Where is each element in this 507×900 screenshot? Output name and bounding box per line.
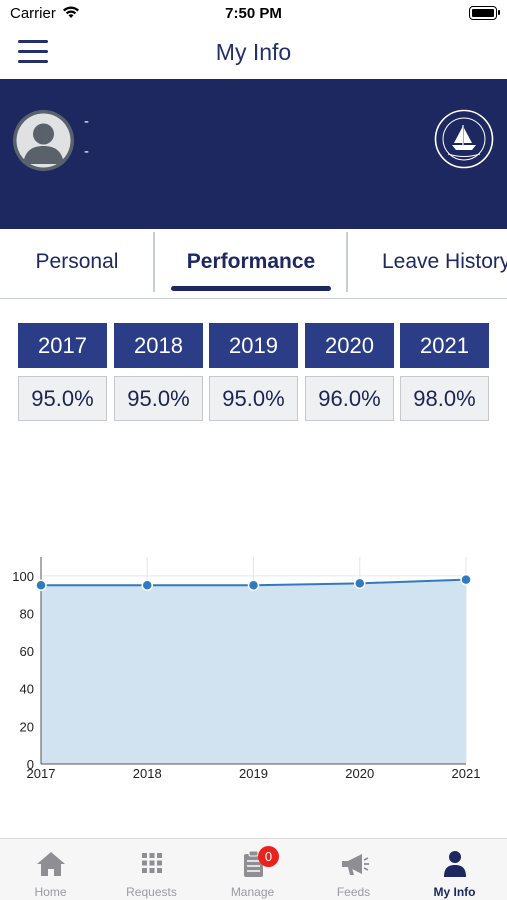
performance-chart: 0 20 40 60 80 100 2017 2018 2019 2020 2021: [12, 557, 481, 781]
x-tick-label: 2019: [239, 766, 268, 781]
avatar: [13, 110, 74, 171]
user-silhouette-icon: [13, 110, 74, 171]
y-tick-label: 100: [12, 569, 34, 584]
profile-header: - -: [0, 79, 507, 229]
status-bar: Carrier 7:50 PM: [0, 0, 507, 28]
year-score: 98.0%: [400, 376, 489, 421]
year-column: 2021 98.0%: [400, 323, 489, 421]
clock-time: 7:50 PM: [225, 5, 282, 22]
bottom-tab-feeds[interactable]: Feeds: [303, 839, 404, 900]
year-score: 95.0%: [18, 376, 107, 421]
bottom-tab-home[interactable]: Home: [0, 839, 101, 900]
navigation-bar: My Info: [0, 28, 507, 78]
bottom-tab-label: Manage: [230, 885, 275, 899]
active-tab-indicator: [171, 286, 331, 291]
x-tick-label: 2021: [452, 766, 481, 781]
tab-leave-history[interactable]: Leave History: [382, 250, 507, 273]
tab-personal[interactable]: Personal: [35, 250, 119, 273]
x-tick-label: 2020: [345, 766, 374, 781]
megaphone-icon: [342, 854, 369, 875]
bottom-tab-my-info[interactable]: My Info: [404, 839, 505, 900]
year-column: 2020 96.0%: [305, 323, 394, 421]
bottom-tab-label: My Info: [433, 885, 476, 899]
bottom-tab-manage[interactable]: Manage: [202, 839, 303, 900]
y-tick-label: 80: [20, 606, 34, 621]
year-label: 2018: [114, 323, 203, 368]
tab-divider: [153, 232, 155, 292]
year-column: 2017 95.0%: [18, 323, 107, 421]
data-point: [35, 579, 47, 591]
carrier-label: Carrier: [10, 5, 56, 22]
y-tick-label: 20: [20, 719, 34, 734]
year-score: 96.0%: [305, 376, 394, 421]
home-icon: [37, 852, 65, 876]
data-point: [247, 579, 260, 591]
wifi-icon: [63, 6, 79, 18]
bottom-tab-requests[interactable]: Requests: [101, 839, 202, 900]
year-column: 2018 95.0%: [114, 323, 203, 421]
employee-title: -: [84, 143, 89, 160]
year-label: 2017: [18, 323, 107, 368]
year-label: 2021: [400, 323, 489, 368]
data-point: [141, 579, 153, 591]
employee-name: -: [84, 113, 89, 130]
info-tabs: Personal Performance Leave History: [0, 229, 507, 299]
page-title: My Info: [215, 39, 292, 65]
bottom-tab-label: Home: [34, 885, 67, 899]
year-label: 2019: [209, 323, 298, 368]
year-score: 95.0%: [209, 376, 298, 421]
bottom-tab-label: Requests: [126, 885, 177, 899]
year-score: 95.0%: [114, 376, 203, 421]
battery-icon: [469, 6, 500, 20]
organization-logo: [434, 109, 494, 169]
tab-divider: [346, 232, 348, 292]
y-tick-label: 40: [20, 682, 34, 697]
y-tick-label: 60: [20, 644, 34, 659]
data-point: [460, 573, 472, 586]
x-tick-label: 2017: [27, 766, 56, 781]
x-tick-label: 2018: [133, 766, 162, 781]
bottom-tab-label: Feeds: [336, 885, 371, 899]
bottom-tab-bar: Home Requests Manage 0 Feeds: [0, 838, 507, 900]
tab-performance[interactable]: Performance: [186, 250, 316, 273]
menu-icon[interactable]: [18, 40, 48, 64]
data-point: [354, 577, 366, 590]
year-label: 2020: [305, 323, 394, 368]
series-area: [41, 579, 466, 764]
notification-badge: 0: [258, 846, 279, 867]
y-tick-label: 0: [27, 757, 34, 772]
person-icon: [444, 851, 466, 877]
year-column: 2019 95.0%: [209, 323, 298, 421]
grid-icon: [142, 853, 162, 873]
